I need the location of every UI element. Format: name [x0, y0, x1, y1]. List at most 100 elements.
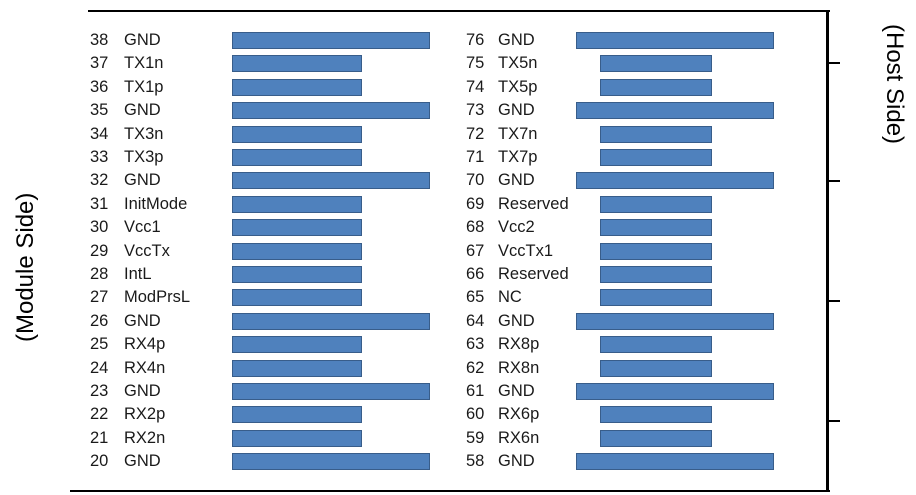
left-contact-pad-long	[232, 32, 430, 49]
left-pin-number: 33	[90, 148, 109, 166]
left-contact-pad-short	[232, 78, 362, 96]
right-pin-name: GND	[498, 311, 535, 330]
right-contact-pad-short	[600, 336, 712, 354]
left-contact-pad-short	[232, 219, 362, 237]
right-contact-pad-long	[576, 102, 774, 120]
left-pin-name: IntL	[124, 265, 152, 283]
right-pin-number: 71	[466, 148, 485, 166]
left-pin-name: TX1p	[124, 77, 164, 96]
left-pin-name: GND	[124, 101, 161, 120]
right-pin-number: 60	[466, 405, 485, 424]
edge-tick	[826, 180, 840, 182]
edge-tick	[826, 62, 840, 64]
right-pin-number: 58	[466, 452, 485, 471]
right-pin-name: TX5p	[498, 77, 538, 96]
right-pin-number: 68	[466, 218, 485, 237]
left-contact-pad-short	[232, 429, 362, 447]
right-contact-pad-short	[600, 219, 712, 237]
right-pin-name: Vcc2	[498, 218, 535, 237]
left-contact-pad-short	[232, 55, 362, 73]
right-pin-number: 62	[466, 358, 485, 377]
right-contact-pad-short	[600, 149, 712, 166]
left-pin-number: 28	[90, 265, 109, 283]
frame-top-line	[88, 10, 830, 12]
left-pin-number: 23	[90, 382, 109, 400]
edge-tick	[826, 420, 840, 422]
left-pin-name: RX2p	[124, 405, 166, 424]
right-contact-pad-long	[576, 312, 774, 330]
right-pin-number: 73	[466, 101, 485, 120]
left-pin-name: ModPrsL	[124, 288, 191, 307]
right-pin-name: GND	[498, 31, 535, 49]
right-contact-pad-long	[576, 172, 774, 190]
right-pin-number: 72	[466, 124, 485, 143]
left-pin-name: GND	[124, 171, 161, 190]
right-pin-number: 69	[466, 194, 485, 213]
left-pin-number: 30	[90, 218, 109, 237]
right-pin-number: 75	[466, 54, 485, 73]
left-contact-pad-short	[232, 359, 362, 377]
left-contact-pad-long	[232, 383, 430, 400]
right-pin-name: TX7n	[498, 124, 538, 143]
right-pin-name: RX8n	[498, 358, 540, 377]
card-edge-line	[826, 10, 829, 492]
right-pin-number: 66	[466, 265, 485, 283]
left-pin-number: 27	[90, 288, 109, 307]
left-pin-name: TX3n	[124, 124, 164, 143]
left-pin-name: GND	[124, 31, 161, 49]
right-pin-name: VccTx1	[498, 241, 554, 260]
right-pin-number: 65	[466, 288, 485, 307]
right-pin-name: TX5n	[498, 54, 538, 73]
right-contact-pad-short	[600, 359, 712, 377]
right-contact-pad-long	[576, 453, 774, 471]
right-pin-name: RX8p	[498, 335, 540, 354]
left-contact-pad-short	[232, 149, 362, 166]
right-pin-name: RX6n	[498, 428, 540, 447]
left-pin-name: Vcc1	[124, 218, 161, 237]
left-pin-name: RX4n	[124, 358, 166, 377]
right-contact-pad-short	[600, 429, 712, 447]
right-contact-pad-short	[600, 242, 712, 260]
host-side-label: (Host Side)	[881, 24, 908, 145]
frame-bottom-line	[70, 490, 830, 492]
left-pin-number: 21	[90, 428, 109, 447]
left-pin-name: GND	[124, 311, 161, 330]
left-pin-number: 32	[90, 171, 109, 190]
right-pin-name: GND	[498, 171, 535, 190]
right-pin-number: 64	[466, 311, 485, 330]
right-contact-pad-short	[600, 289, 712, 307]
left-pin-number: 29	[90, 241, 109, 260]
right-pin-number: 61	[466, 382, 485, 400]
left-pin-name: RX2n	[124, 428, 166, 447]
module-side-label: (Module Side)	[12, 192, 39, 342]
left-pin-number: 20	[90, 452, 109, 471]
edge-tick	[826, 300, 840, 302]
left-pin-number: 22	[90, 405, 109, 424]
left-pin-number: 31	[90, 194, 109, 213]
left-pin-number: 36	[90, 77, 109, 96]
left-contact-pad-long	[232, 453, 430, 471]
right-pin-number: 74	[466, 77, 485, 96]
right-pin-name: RX6p	[498, 405, 540, 424]
right-pin-name: Reserved	[498, 194, 569, 213]
left-contact-pad-short	[232, 125, 362, 143]
right-contact-pad-short	[600, 266, 712, 283]
right-pin-name: NC	[498, 288, 522, 307]
right-contact-pad-short	[600, 78, 712, 96]
right-pin-name: GND	[498, 382, 535, 400]
left-pin-name: VccTx	[124, 241, 170, 260]
right-pin-name: GND	[498, 452, 535, 471]
right-contact-pad-long	[576, 383, 774, 400]
left-pin-number: 37	[90, 54, 109, 73]
right-pin-number: 70	[466, 171, 485, 190]
left-pin-name: RX4p	[124, 335, 166, 354]
right-pin-name: TX7p	[498, 148, 538, 166]
left-pin-name: GND	[124, 452, 161, 471]
left-pin-number: 25	[90, 335, 109, 354]
right-contact-pad-long	[576, 32, 774, 49]
right-pin-number: 59	[466, 428, 485, 447]
right-contact-pad-short	[600, 195, 712, 213]
left-pin-name: InitMode	[124, 194, 188, 213]
left-contact-pad-long	[232, 312, 430, 330]
